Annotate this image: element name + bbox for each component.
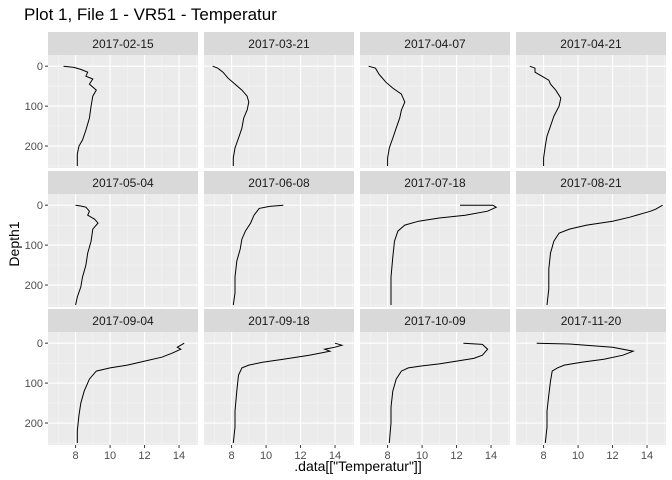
facet-strip — [516, 32, 666, 55]
facet-strip-label: 2017-11-20 — [561, 314, 622, 328]
y-tick-label: 100 — [25, 101, 43, 113]
facet-strip-label: 2017-05-04 — [92, 176, 154, 190]
panel-background — [48, 55, 198, 168]
x-tick-label: 14 — [329, 450, 341, 462]
facet-strip — [204, 32, 354, 55]
facet-strip-label: 2017-10-09 — [404, 314, 466, 328]
x-tick-label: 12 — [294, 450, 306, 462]
y-tick-label: 200 — [25, 141, 43, 153]
temperature-profile-line — [63, 65, 97, 166]
y-tick-label: 100 — [25, 240, 43, 252]
x-tick-label: 10 — [260, 450, 272, 462]
y-tick-label: 0 — [37, 338, 43, 350]
x-tick-label: 8 — [229, 450, 235, 462]
y-tick-label: 0 — [37, 200, 43, 212]
x-tick-label: 12 — [450, 450, 462, 462]
x-tick-label: 14 — [485, 450, 497, 462]
temperature-profile-line — [388, 342, 489, 444]
x-tick-label: 10 — [572, 450, 584, 462]
facet-strip-label: 2017-09-18 — [248, 314, 310, 328]
panel-background — [516, 332, 666, 445]
y-axis-title: Depth1 — [6, 221, 22, 266]
facet-strip — [48, 171, 198, 194]
chart-title: Plot 1, File 1 - VR51 - Temperatur — [24, 5, 277, 24]
y-tick-label: 200 — [25, 280, 43, 292]
facet-strip — [204, 309, 354, 332]
facet-strip — [516, 171, 666, 194]
temperature-profile-line — [76, 342, 185, 443]
temperature-profile-line — [536, 342, 635, 444]
x-tick-label: 8 — [73, 450, 79, 462]
x-tick-label: 14 — [173, 450, 185, 462]
facet-strip — [360, 32, 510, 55]
facet-strip-label: 2017-06-08 — [248, 176, 310, 190]
facet-strip-label: 2017-04-21 — [560, 37, 622, 51]
facet-strip-label: 2017-07-18 — [404, 176, 466, 190]
facet-strip — [48, 309, 198, 332]
panel-background — [204, 55, 354, 168]
temperature-profile-line — [232, 204, 284, 306]
panel-background — [48, 332, 198, 445]
temperature-profile-line — [546, 204, 663, 306]
x-tick-label: 14 — [641, 450, 653, 462]
x-tick-label: 8 — [385, 450, 391, 462]
x-tick-label: 12 — [606, 450, 618, 462]
facet-strip-label: 2017-08-21 — [560, 176, 622, 190]
temperature-profile-line — [529, 65, 562, 166]
x-tick-label: 10 — [416, 450, 428, 462]
panel-background — [516, 194, 666, 307]
x-tick-label: 10 — [104, 450, 116, 462]
x-tick-label: 8 — [541, 450, 547, 462]
temperature-profile-line — [212, 65, 250, 166]
facet-strip — [204, 171, 354, 194]
facet-strip — [360, 309, 510, 332]
panel-background — [204, 332, 354, 445]
y-tick-label: 0 — [37, 61, 43, 73]
y-tick-label: 100 — [25, 378, 43, 390]
panel-background — [360, 194, 510, 307]
x-tick-label: 12 — [138, 450, 150, 462]
panel-background — [48, 194, 198, 307]
facet-strip — [516, 309, 666, 332]
temperature-profile-line — [75, 204, 99, 306]
panel-background — [360, 332, 510, 445]
facet-strip-label: 2017-04-07 — [404, 37, 466, 51]
x-axis-title: .data[["Temperatur"]] — [294, 458, 421, 474]
temperature-profile-line — [390, 204, 498, 305]
temperature-profile-line — [368, 65, 406, 166]
facet-strip — [48, 32, 198, 55]
facet-strip-label: 2017-03-21 — [248, 37, 310, 51]
panel-background — [360, 55, 510, 168]
temperature-profile-line — [232, 342, 344, 444]
y-tick-label: 200 — [25, 418, 43, 430]
facet-strip — [360, 171, 510, 194]
facet-strip-label: 2017-09-04 — [92, 314, 154, 328]
panel-background — [516, 55, 666, 168]
facet-strip-label: 2017-02-15 — [92, 37, 154, 51]
panel-background — [204, 194, 354, 307]
